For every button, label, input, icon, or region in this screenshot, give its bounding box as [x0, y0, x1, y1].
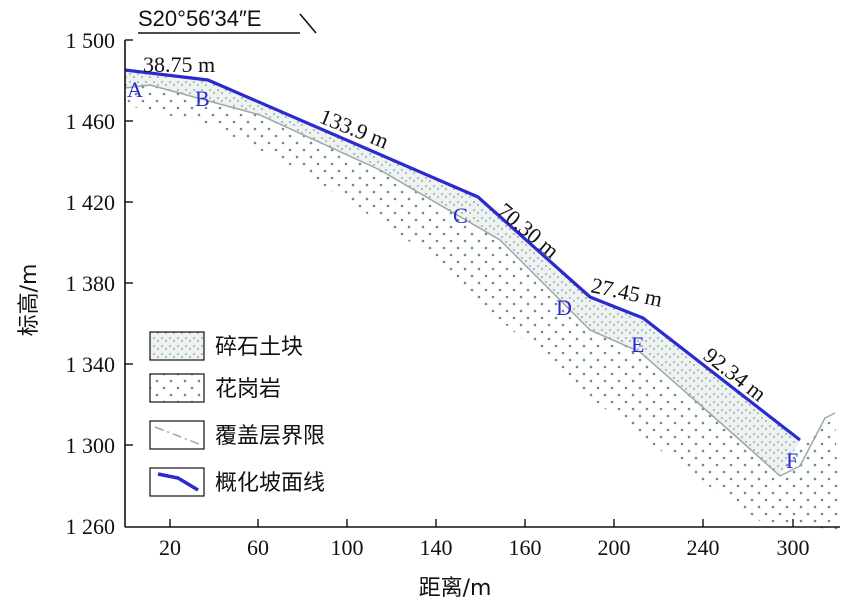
y-tick-label: 1 500 [66, 28, 116, 53]
legend-item-gravel-soil: 碎石土块 [149, 331, 303, 361]
slope-swatch-box [149, 467, 205, 497]
bearing-arrow [299, 13, 317, 34]
point-label-d: D [556, 295, 572, 320]
generalized-slope-line [124, 68, 801, 442]
x-tick-label: 300 [777, 535, 810, 560]
segment-length-label: 38.75 m [143, 52, 215, 77]
x-tick-label: 200 [598, 535, 631, 560]
gravel-soil-swatch [149, 331, 205, 361]
legend-item-overburden-boundary: 覆盖层界限 [149, 420, 325, 450]
slope-swatch-line [157, 472, 199, 492]
x-tick-label: 20 [159, 535, 181, 560]
x-tick-labels: 20 60 100 140 160 200 240 300 [159, 535, 810, 560]
y-tick-label: 1 460 [66, 109, 116, 134]
point-label-c: C [453, 203, 468, 228]
y-tick-label: 1 420 [66, 190, 116, 215]
overburden-boundary-line [124, 84, 836, 477]
point-label-e: E [631, 332, 644, 357]
x-axis-ticks [169, 519, 794, 527]
bearing-label: S20°56′34″E [138, 6, 261, 31]
point-label-f: F [786, 448, 798, 473]
legend-item-slope-line: 概化坡面线 [149, 467, 325, 497]
legend-label: 概化坡面线 [215, 471, 325, 496]
legend: 碎石土块 花岗岩 覆盖层界限 概化坡面线 [149, 331, 325, 497]
y-tick-label: 1 300 [66, 433, 116, 458]
y-tick-labels: 1 500 1 460 1 420 1 380 1 340 1 300 1 26… [66, 28, 116, 539]
granite-swatch [149, 373, 205, 403]
x-tick-label: 140 [420, 535, 453, 560]
legend-item-granite: 花岗岩 [149, 373, 281, 403]
legend-label: 覆盖层界限 [215, 424, 325, 449]
x-tick-label: 60 [247, 535, 269, 560]
bearing-indicator: S20°56′34″E [138, 6, 317, 34]
boundary-swatch-line [154, 426, 200, 445]
x-axis-title: 距离/m [419, 576, 492, 601]
x-tick-label: 240 [687, 535, 720, 560]
legend-label: 碎石土块 [215, 335, 303, 360]
y-tick-label: 1 380 [66, 271, 116, 296]
y-tick-label: 1 260 [66, 514, 116, 539]
granite-body [125, 70, 840, 530]
x-tick-label: 160 [509, 535, 542, 560]
y-axis-title: 标高/m [17, 264, 42, 337]
y-axis-ticks [125, 39, 133, 446]
x-tick-label: 100 [331, 535, 364, 560]
point-label-b: B [195, 86, 210, 111]
legend-label: 花岗岩 [215, 377, 281, 402]
point-label-a: A [127, 77, 143, 102]
y-tick-label: 1 340 [66, 352, 116, 377]
